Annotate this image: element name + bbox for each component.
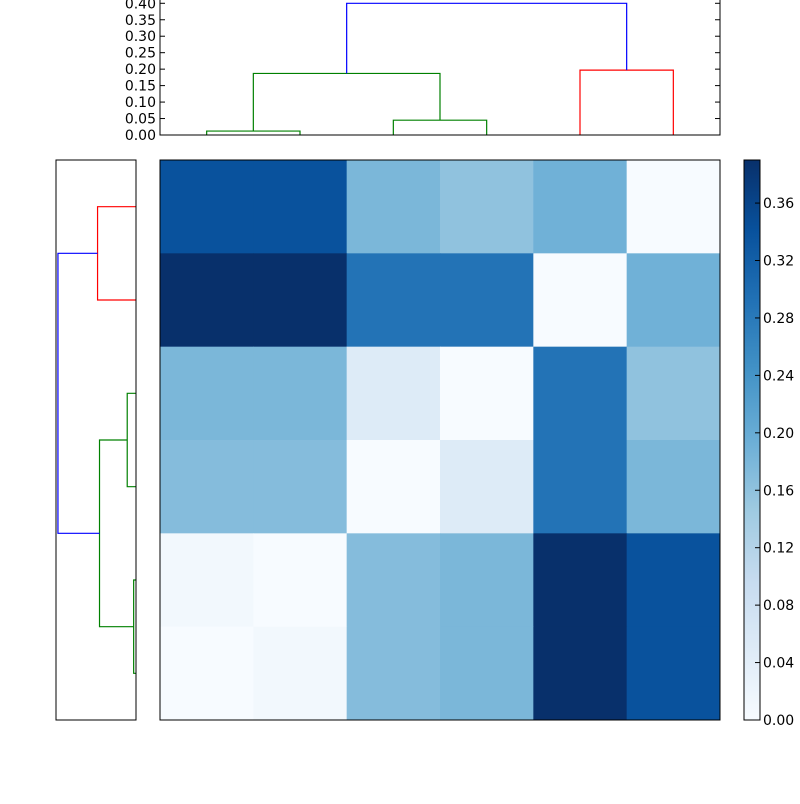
dendrogram-link [392, 119, 488, 135]
colorbar-tick-label: 0.04 [763, 656, 794, 672]
heatmap-cell [626, 626, 721, 721]
dendrogram-link [346, 2, 628, 74]
y-tick-label: 0.10 [125, 95, 156, 111]
colorbar: 0.00 0.04 0.08 0.12 0.16 0.20 0.24 0.28 0.32 0.36 [743, 159, 794, 729]
dendrogram-link [579, 69, 674, 135]
colorbar-tick-label: 0.24 [763, 368, 794, 384]
heatmap-cell [253, 533, 348, 628]
heatmap-cell [160, 346, 254, 441]
heatmap-cell [346, 160, 441, 254]
heatmap-cell [533, 626, 628, 721]
heatmap-cell [346, 253, 441, 348]
heatmap-cell [626, 440, 721, 534]
left-dendrogram [55, 159, 137, 721]
heatmap-cell [533, 533, 628, 628]
heatmap-cell [160, 626, 254, 721]
heatmap-cell [440, 253, 534, 348]
heatmap [159, 159, 721, 721]
heatmap-cell [626, 533, 721, 628]
heatmap-cell [440, 346, 534, 441]
y-tick-label: 0.05 [125, 112, 156, 128]
dendrogram-link [252, 72, 441, 132]
left-dendrogram-frame [55, 159, 137, 721]
dendrogram-link [57, 252, 100, 534]
heatmap-cell [626, 346, 721, 441]
y-tick-label: 0.30 [125, 29, 156, 45]
colorbar-tick-label: 0.12 [763, 541, 794, 557]
heatmap-cell [440, 440, 534, 534]
top-dendrogram-y-axis: 0.000.050.100.150.200.250.300.350.40 [125, 0, 720, 144]
heatmap-cell [253, 253, 348, 348]
heatmap-cell [533, 160, 628, 254]
heatmap-cell [626, 253, 721, 348]
dendrogram-link [206, 130, 301, 135]
heatmap-cell [160, 253, 254, 348]
heatmap-cell [440, 160, 534, 254]
y-tick-label: 0.35 [125, 13, 156, 29]
heatmap-cell [346, 533, 441, 628]
heatmap-cell [253, 626, 348, 721]
heatmap-cell [253, 440, 348, 534]
colorbar-tick-label: 0.20 [763, 426, 794, 442]
heatmap-cell [253, 160, 348, 254]
y-tick-label: 0.20 [125, 62, 156, 78]
heatmap-cell [346, 346, 441, 441]
colorbar-tick-label: 0.16 [763, 483, 794, 499]
colorbar-tick-label: 0.08 [763, 598, 794, 614]
colorbar-gradient [743, 159, 761, 721]
heatmap-cell [160, 440, 254, 534]
heatmap-cell [626, 160, 721, 254]
top-dendrogram-frame [159, 0, 721, 136]
heatmap-frame [159, 159, 721, 721]
y-tick-label: 0.25 [125, 46, 156, 62]
heatmap-cell [253, 346, 348, 441]
heatmap-cell [440, 533, 534, 628]
heatmap-cell [346, 440, 441, 534]
y-tick-label: 0.00 [125, 128, 156, 144]
heatmap-cell [533, 253, 628, 348]
heatmap-cell [440, 626, 534, 721]
heatmap-cell [533, 440, 628, 534]
colorbar-tick-label: 0.00 [763, 713, 794, 729]
top-dendrogram [159, 0, 721, 136]
dendrogram-link [126, 392, 136, 488]
heatmap-cell [160, 160, 254, 254]
colorbar-tick-label: 0.28 [763, 311, 794, 327]
dendrogram-link [96, 206, 136, 301]
heatmap-cell [533, 346, 628, 441]
y-tick-label: 0.15 [125, 79, 156, 95]
colorbar-tick-label: 0.32 [763, 254, 794, 270]
heatmap-cell [346, 626, 441, 721]
dendrogram-link [98, 439, 134, 628]
y-tick-label: 0.40 [125, 0, 156, 12]
heatmap-cell [160, 533, 254, 628]
colorbar-tick-label: 0.36 [763, 196, 794, 212]
